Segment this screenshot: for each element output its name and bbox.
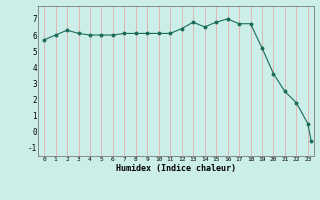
X-axis label: Humidex (Indice chaleur): Humidex (Indice chaleur) xyxy=(116,164,236,173)
